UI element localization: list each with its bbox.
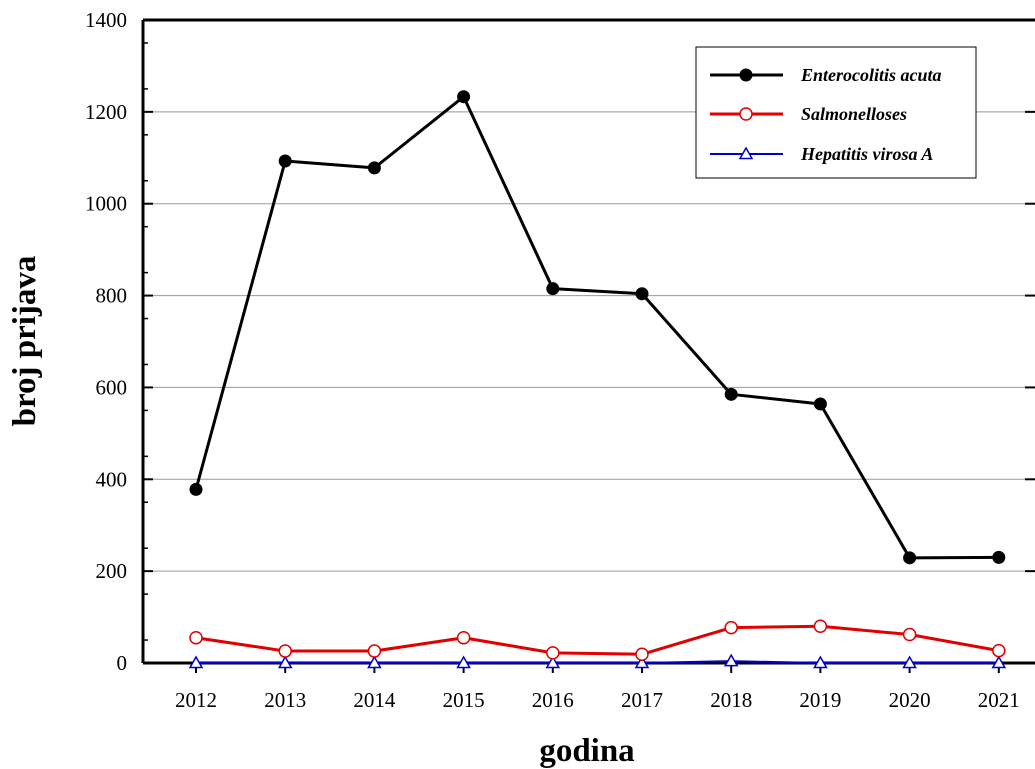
y-tick-label: 200 bbox=[96, 559, 128, 583]
data-point bbox=[813, 655, 828, 669]
x-tick-label: 2013 bbox=[264, 688, 306, 712]
data-point bbox=[278, 644, 292, 658]
data-point bbox=[546, 646, 560, 660]
legend-label: Salmonelloses bbox=[801, 104, 907, 124]
data-point bbox=[739, 107, 753, 121]
data-point bbox=[992, 643, 1006, 658]
legend-entry: Salmonelloses bbox=[710, 104, 907, 124]
y-tick-label: 1400 bbox=[85, 8, 127, 32]
data-point bbox=[367, 161, 381, 175]
data-point bbox=[189, 482, 203, 496]
y-axis-title: broj prijava bbox=[7, 256, 43, 427]
data-point bbox=[723, 653, 739, 667]
data-point bbox=[188, 655, 204, 669]
y-axis-ticks: 0 200 400 600 800 1000 1200 1400 bbox=[85, 8, 1035, 675]
data-point bbox=[278, 154, 292, 168]
legend-label: Enterocolitis acuta bbox=[800, 65, 942, 85]
y-tick-label: 400 bbox=[96, 467, 128, 491]
series-salmonelloses bbox=[189, 619, 1006, 662]
x-tick-label: 2015 bbox=[443, 688, 485, 712]
x-tick-label: 2012 bbox=[175, 688, 217, 712]
data-point bbox=[902, 655, 917, 669]
x-tick-label: 2016 bbox=[532, 688, 574, 712]
y-tick-label: 0 bbox=[117, 651, 128, 675]
x-tick-label: 2021 bbox=[978, 688, 1020, 712]
y-tick-label: 1000 bbox=[85, 192, 127, 216]
data-point bbox=[277, 655, 293, 669]
legend-entry: Enterocolitis acuta bbox=[710, 65, 942, 85]
series-enterocolitis-acuta bbox=[189, 90, 1006, 565]
data-point bbox=[189, 630, 203, 645]
data-point bbox=[902, 627, 917, 642]
data-point bbox=[724, 387, 738, 401]
data-point bbox=[992, 550, 1006, 564]
legend-label: Hepatitis virosa A bbox=[800, 144, 933, 164]
y-tick-label: 600 bbox=[96, 375, 128, 399]
data-point bbox=[367, 644, 382, 658]
series-line bbox=[195, 624, 1000, 656]
data-point bbox=[739, 68, 753, 82]
x-tick-label: 2017 bbox=[621, 688, 663, 712]
data-point bbox=[546, 282, 560, 296]
data-point bbox=[635, 287, 649, 301]
data-point bbox=[634, 655, 650, 669]
x-tick-label: 2018 bbox=[710, 688, 752, 712]
series-line bbox=[196, 660, 999, 664]
data-point bbox=[635, 647, 649, 662]
data-point bbox=[813, 397, 827, 411]
data-point bbox=[813, 619, 828, 634]
y-tick-label: 1200 bbox=[85, 100, 127, 124]
x-axis-ticks: 2012 2013 2014 2015 2016 2017 2018 2019 2020 2021 bbox=[175, 663, 1020, 712]
legend: Enterocolitis acuta Salmonelloses Hepatiti… bbox=[695, 46, 977, 179]
data-point bbox=[738, 146, 754, 160]
x-tick-label: 2014 bbox=[353, 688, 396, 712]
x-axis-title: godina bbox=[539, 733, 634, 769]
data-point bbox=[903, 551, 917, 565]
data-point bbox=[545, 655, 561, 669]
data-point bbox=[457, 90, 471, 104]
data-point bbox=[456, 655, 471, 669]
series-line bbox=[194, 95, 999, 560]
data-point bbox=[724, 620, 738, 635]
series-group bbox=[188, 90, 1007, 669]
y-tick-label: 800 bbox=[96, 284, 128, 308]
data-point bbox=[456, 630, 471, 645]
legend-entry: Hepatitis virosa A bbox=[710, 144, 933, 164]
data-point bbox=[991, 655, 1007, 669]
series-hepatitis-virosa-a bbox=[188, 653, 1007, 669]
x-tick-label: 2019 bbox=[799, 688, 841, 712]
x-tick-label: 2020 bbox=[889, 688, 931, 712]
data-point bbox=[367, 655, 382, 669]
